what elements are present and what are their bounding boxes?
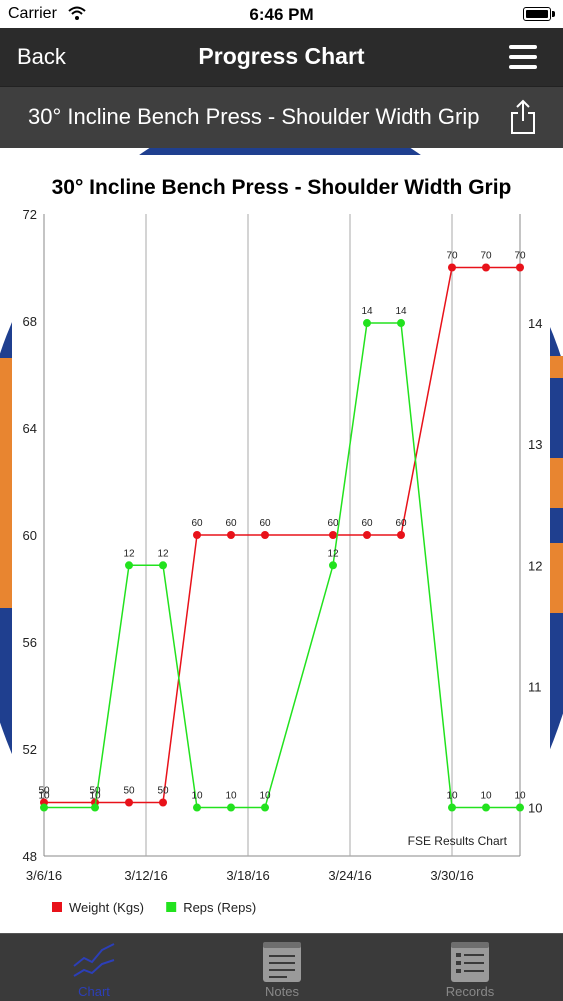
data-label: 10 (480, 791, 492, 802)
y-left-tick-label: 64 (23, 421, 37, 436)
exercise-header: 30° Incline Bench Press - Shoulder Width… (0, 86, 563, 149)
tab-chart-label: Chart (78, 984, 110, 999)
data-point (329, 561, 337, 570)
wifi-icon (68, 6, 86, 20)
tab-records-label: Records (445, 984, 495, 999)
x-tick-label: 3/6/16 (26, 868, 62, 883)
records-icon (451, 942, 489, 982)
data-point (193, 531, 201, 539)
data-label: 50 (89, 786, 101, 797)
data-label: 10 (38, 791, 50, 802)
data-point (193, 803, 201, 812)
series-line-reps (44, 322, 520, 809)
tab-records[interactable]: Records (376, 934, 563, 1001)
clock: 6:46 PM (249, 5, 314, 24)
data-point (125, 798, 133, 807)
data-label: 12 (123, 548, 135, 559)
data-label: 14 (395, 306, 407, 317)
data-point (482, 263, 490, 272)
data-label: 14 (361, 306, 373, 317)
tab-notes-label: Notes (265, 984, 299, 999)
line-chart-icon (73, 943, 115, 977)
data-point (159, 798, 167, 807)
data-label: 50 (38, 786, 50, 797)
y-right-tick-label: 14 (528, 316, 542, 331)
data-point (448, 263, 456, 272)
data-point (363, 531, 371, 539)
chart-title: 30° Incline Bench Press - Shoulder Width… (51, 176, 512, 199)
data-label: 50 (157, 786, 169, 797)
data-point (125, 561, 133, 570)
tab-bar: Chart Notes Records (0, 933, 563, 1001)
x-tick-label: 3/18/16 (226, 868, 269, 883)
data-label: 50 (123, 786, 135, 797)
data-label: 10 (225, 791, 237, 802)
legend-swatch-reps (166, 902, 177, 912)
y-left-tick-label: 52 (23, 742, 37, 757)
y-left-tick-label: 60 (23, 528, 37, 543)
data-label: 10 (514, 791, 526, 802)
legend-swatch-weight (52, 902, 62, 912)
data-label: 10 (259, 791, 271, 802)
tab-notes[interactable]: Notes (188, 934, 376, 1001)
data-point (227, 531, 235, 539)
data-point (516, 263, 524, 272)
data-label: 70 (480, 251, 492, 262)
data-label: 60 (361, 518, 373, 529)
data-label: 60 (259, 518, 271, 529)
back-button[interactable]: Back (17, 44, 66, 69)
data-label: 12 (327, 548, 339, 559)
y-left-tick-label: 48 (23, 849, 37, 864)
data-label: 60 (191, 518, 203, 529)
data-label: 10 (446, 791, 458, 802)
x-tick-label: 3/24/16 (328, 868, 371, 883)
navigation-bar: Back Progress Chart (0, 28, 563, 86)
x-tick-label: 3/12/16 (124, 868, 167, 883)
data-label: 70 (514, 251, 526, 262)
progress-chart: 3/6/16 3/12/16 3/18/16 3/24/16 3/30/16 48 52 56… (23, 207, 543, 915)
data-label: 10 (191, 791, 203, 802)
status-bar: Carrier 6:46 PM (0, 0, 563, 28)
chart-watermark: FSE Results Chart (408, 834, 508, 848)
data-point (448, 803, 456, 812)
carrier-label: Carrier (8, 5, 57, 22)
battery-icon (523, 7, 555, 21)
data-point (329, 531, 337, 539)
series-line-weight (44, 266, 520, 804)
y-right-tick-label: 11 (528, 679, 542, 694)
data-label: 60 (225, 518, 237, 529)
data-point (397, 319, 405, 328)
data-label: 70 (446, 251, 458, 262)
data-point (363, 319, 371, 328)
data-point (516, 803, 524, 812)
x-tick-label: 3/30/16 (430, 868, 473, 883)
y-left-tick-label: 56 (23, 635, 37, 650)
page-title: Progress Chart (198, 43, 365, 69)
data-point (261, 803, 269, 812)
hamburger-menu-icon[interactable] (509, 43, 537, 71)
chart-panel (12, 155, 550, 933)
data-point (91, 803, 99, 812)
data-label: 60 (395, 518, 407, 529)
exercise-title: 30° Incline Bench Press - Shoulder Width… (28, 104, 480, 129)
data-point (40, 803, 48, 812)
legend-label: Weight (Kgs) (69, 900, 144, 915)
data-point (261, 531, 269, 539)
y-right-tick-label: 13 (528, 437, 542, 452)
y-right-tick-label: 12 (528, 558, 542, 573)
data-point (397, 531, 405, 539)
data-point (227, 803, 235, 812)
tab-chart[interactable]: Chart (0, 934, 188, 1001)
data-point (159, 561, 167, 570)
notes-icon (263, 942, 301, 982)
data-label: 12 (157, 548, 169, 559)
y-right-tick-label: 10 (528, 801, 542, 816)
data-point (482, 803, 490, 812)
share-icon[interactable] (509, 99, 537, 135)
y-left-tick-label: 68 (23, 314, 37, 329)
y-left-tick-label: 72 (23, 207, 37, 222)
data-label: 60 (327, 518, 339, 529)
legend-label: Reps (Reps) (183, 900, 256, 915)
data-label: 10 (89, 791, 101, 802)
